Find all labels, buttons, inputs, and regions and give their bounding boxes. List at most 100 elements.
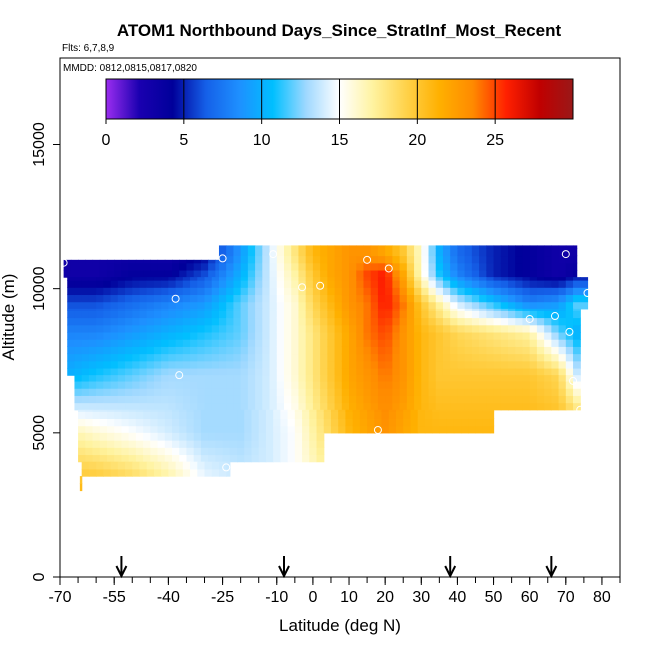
heat-cell bbox=[442, 255, 451, 264]
heat-cell bbox=[132, 310, 141, 319]
heat-cell bbox=[262, 395, 271, 404]
heat-cell bbox=[240, 380, 249, 389]
heat-cell bbox=[522, 388, 531, 396]
heat-cell bbox=[312, 317, 321, 326]
heat-cell bbox=[334, 308, 343, 311]
y-axis-label: Altitude (m) bbox=[0, 274, 18, 361]
heat-cell bbox=[435, 402, 444, 411]
heat-cell bbox=[551, 269, 560, 278]
heat-cell bbox=[312, 380, 321, 389]
heat-cell bbox=[392, 346, 401, 355]
heat-cell bbox=[536, 294, 545, 303]
heat-cell bbox=[493, 346, 502, 355]
heat-cell bbox=[316, 409, 325, 412]
heat-cell bbox=[146, 395, 155, 404]
heat-cell bbox=[493, 269, 502, 278]
heat-cell bbox=[573, 310, 581, 319]
heat-cell bbox=[385, 301, 393, 310]
heat-cell bbox=[558, 331, 567, 340]
heat-cell bbox=[117, 395, 126, 404]
heat-cell bbox=[529, 248, 538, 257]
heat-cell bbox=[312, 395, 321, 404]
heat-cell bbox=[218, 360, 227, 369]
heat-cell bbox=[442, 248, 451, 257]
heat-cell bbox=[291, 380, 300, 389]
heat-cell bbox=[482, 411, 491, 420]
heat-cell bbox=[341, 395, 350, 404]
heat-cell bbox=[442, 245, 451, 249]
heat-cell bbox=[439, 409, 448, 412]
heat-cell bbox=[284, 360, 292, 369]
heat-cell bbox=[161, 402, 169, 411]
heat-cell bbox=[79, 483, 83, 492]
heat-cell bbox=[229, 409, 238, 412]
heat-cell bbox=[377, 269, 386, 278]
heat-cell bbox=[475, 418, 484, 427]
heat-cell bbox=[255, 308, 263, 311]
heat-cell bbox=[103, 277, 112, 281]
heat-cell bbox=[363, 262, 372, 271]
heat-cell bbox=[233, 388, 242, 396]
heat-cell bbox=[96, 310, 104, 319]
heat-cell bbox=[153, 402, 162, 411]
heat-cell bbox=[316, 432, 325, 441]
heat-cell bbox=[327, 248, 336, 257]
heat-cell bbox=[356, 310, 365, 319]
heat-cell bbox=[168, 301, 177, 310]
x-tick-label: -55 bbox=[103, 589, 126, 606]
heat-cell bbox=[208, 440, 216, 448]
heat-cell bbox=[143, 411, 151, 420]
heat-cell bbox=[132, 346, 141, 355]
heat-cell bbox=[471, 308, 480, 311]
heat-cell bbox=[121, 447, 130, 456]
heat-cell bbox=[172, 454, 180, 463]
heat-cell bbox=[320, 331, 328, 340]
heat-cell bbox=[464, 339, 473, 347]
heat-cell bbox=[421, 388, 430, 396]
heat-cell bbox=[551, 280, 560, 288]
heat-cell bbox=[110, 367, 119, 376]
heat-cell bbox=[428, 353, 437, 362]
heat-cell bbox=[421, 375, 430, 382]
heat-cell bbox=[146, 301, 155, 310]
heat-cell bbox=[406, 331, 415, 340]
heat-cell bbox=[305, 245, 314, 249]
heat-cell bbox=[88, 367, 97, 376]
heat-cell bbox=[493, 339, 502, 347]
heat-cell bbox=[493, 308, 502, 311]
heat-cell bbox=[190, 468, 198, 477]
heat-cell bbox=[464, 324, 473, 333]
heat-cell bbox=[392, 248, 401, 257]
heat-cell bbox=[493, 375, 502, 382]
heat-cell bbox=[508, 308, 516, 311]
heat-cell bbox=[421, 308, 430, 311]
heat-cell bbox=[175, 310, 184, 319]
heat-cell bbox=[190, 277, 198, 281]
heat-cell bbox=[558, 360, 567, 369]
heat-cell bbox=[349, 331, 357, 340]
heat-cell bbox=[356, 331, 365, 340]
heat-cell bbox=[334, 367, 343, 376]
heat-cell bbox=[215, 447, 224, 456]
heat-cell bbox=[132, 395, 141, 404]
heat-cell bbox=[479, 310, 487, 319]
heat-cell bbox=[215, 432, 224, 441]
heat-cell bbox=[421, 339, 430, 347]
heat-cell bbox=[168, 324, 177, 333]
heat-cell bbox=[291, 308, 300, 311]
heat-cell bbox=[117, 331, 126, 340]
heat-cell bbox=[218, 308, 227, 311]
heat-cell bbox=[515, 287, 524, 296]
heat-cell bbox=[298, 245, 307, 249]
heat-cell bbox=[291, 395, 300, 404]
heat-cell bbox=[536, 395, 545, 404]
heat-cell bbox=[479, 395, 487, 404]
heat-cell bbox=[204, 346, 213, 355]
heat-cell bbox=[312, 353, 321, 362]
heat-cell bbox=[515, 280, 524, 288]
heat-cell bbox=[464, 375, 473, 382]
heat-cell bbox=[211, 402, 220, 411]
heat-cell bbox=[226, 280, 235, 288]
heat-cell bbox=[363, 294, 372, 303]
heat-cell bbox=[471, 346, 480, 355]
